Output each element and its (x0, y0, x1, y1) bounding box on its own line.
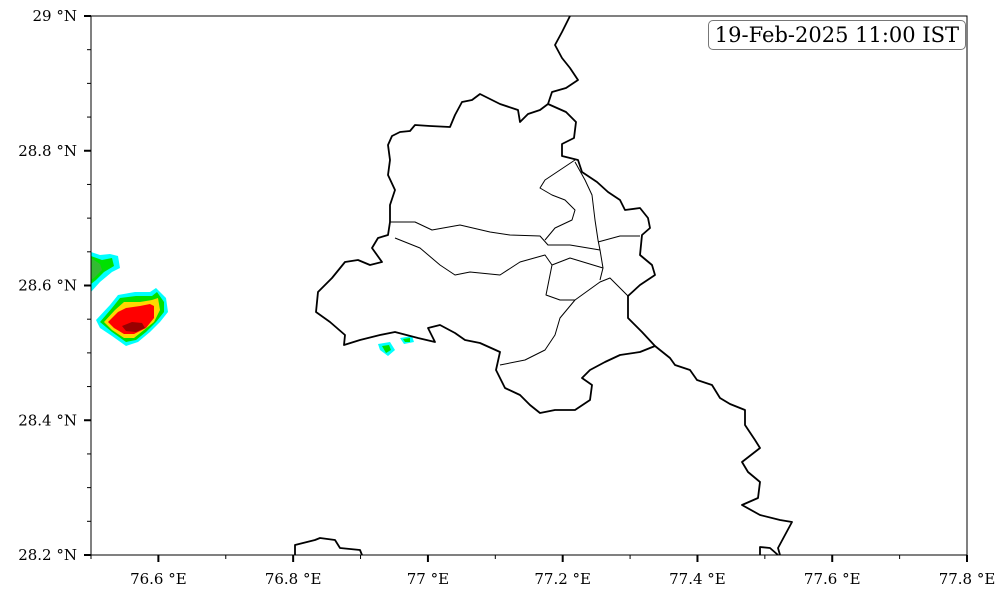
precipitation-layer (91, 252, 414, 356)
district-boundary (599, 249, 604, 281)
precip-green (382, 345, 391, 353)
boundary-south-east (759, 546, 779, 556)
lon-tick-label: 77 °E (407, 570, 449, 588)
lon-tick-label: 77.6 °E (804, 570, 861, 588)
delhi-boundary (294, 15, 793, 556)
district-boundary (394, 237, 629, 301)
latitude-axis: 29 °N 28.8 °N 28.6 °N 28.4 °N 28.2 °N (18, 7, 77, 564)
district-boundary (551, 257, 604, 269)
lon-tick-label: 77.2 °E (534, 570, 591, 588)
state-boundary-west (315, 15, 656, 414)
lon-tick-label: 77.8 °E (939, 570, 996, 588)
axis-ticks (84, 15, 968, 562)
district-boundary (390, 161, 601, 251)
lon-tick-label: 76.6 °E (130, 570, 187, 588)
lat-tick-label: 28.8 °N (18, 142, 77, 160)
state-boundary-east (547, 103, 793, 556)
lon-tick-label: 77.4 °E (669, 570, 726, 588)
lat-tick-label: 28.2 °N (18, 546, 77, 564)
lat-tick-label: 28.4 °N (18, 411, 77, 429)
lat-tick-label: 29 °N (33, 7, 77, 25)
district-boundary (539, 159, 576, 241)
plot-frame (90, 15, 968, 556)
precip-green (403, 338, 410, 342)
district-boundary (597, 235, 640, 243)
lat-tick-label: 28.6 °N (18, 277, 77, 295)
lon-tick-label: 76.8 °E (265, 570, 322, 588)
timestamp-label: 19-Feb-2025 11:00 IST (707, 20, 966, 50)
longitude-axis: 76.6 °E 76.8 °E 77 °E 77.2 °E 77.4 °E 77.6 °E… (130, 570, 995, 588)
precip-darkgreen (91, 258, 102, 280)
boundary-south-west (294, 537, 363, 556)
precip-darkred (122, 322, 145, 332)
district-boundary (499, 299, 576, 366)
